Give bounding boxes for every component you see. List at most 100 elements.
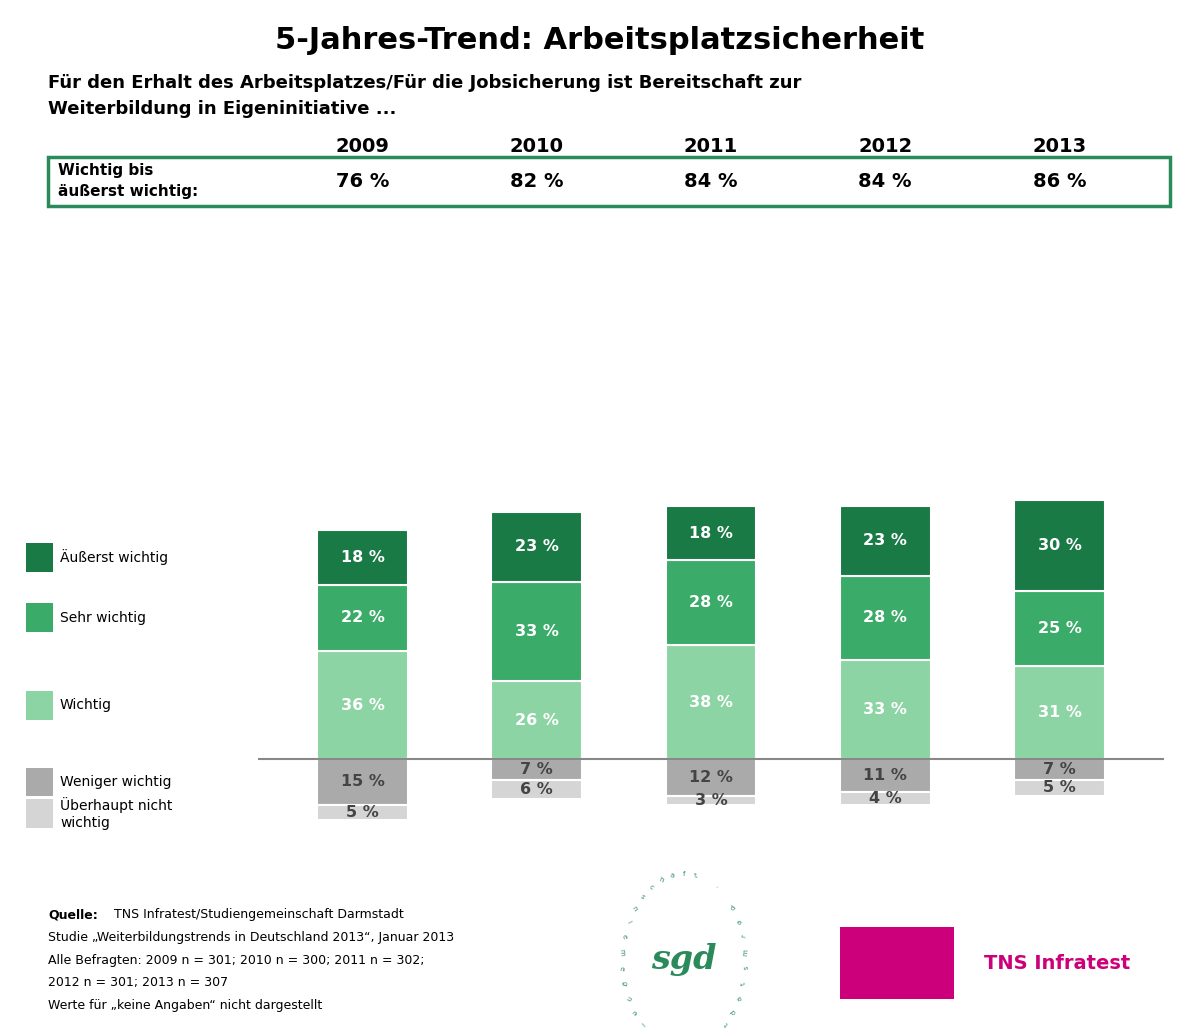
Bar — [666, 645, 756, 759]
Text: 15 %: 15 % — [341, 775, 384, 789]
Text: Alle Befragten: 2009 n = 301; 2010 n = 300; 2011 n = 302;: Alle Befragten: 2009 n = 301; 2010 n = 3… — [48, 954, 425, 967]
Text: 7 %: 7 % — [521, 762, 553, 778]
Text: n: n — [630, 904, 638, 912]
Text: Wichtig bis: Wichtig bis — [58, 164, 152, 178]
Text: 33 %: 33 % — [515, 624, 559, 639]
Text: 3 %: 3 % — [695, 792, 727, 808]
Text: Überhaupt nicht
wichtig: Überhaupt nicht wichtig — [60, 797, 173, 829]
Text: t: t — [724, 1020, 730, 1027]
Text: 2011: 2011 — [684, 137, 738, 156]
Bar — [840, 792, 930, 804]
Text: 18 %: 18 % — [341, 550, 384, 564]
Text: t: t — [694, 872, 697, 879]
Text: d: d — [730, 1008, 738, 1016]
Bar — [317, 651, 408, 759]
Text: 2010: 2010 — [510, 137, 564, 156]
Bar — [840, 506, 930, 576]
Text: i: i — [625, 920, 631, 924]
Text: 2012 n = 301; 2013 n = 307: 2012 n = 301; 2013 n = 307 — [48, 976, 228, 990]
Bar — [317, 759, 408, 804]
Text: 82 %: 82 % — [510, 172, 564, 191]
Text: ·: · — [714, 884, 719, 890]
Text: i: i — [640, 1021, 644, 1026]
Text: n: n — [624, 995, 632, 1001]
Text: Weiterbildung in Eigeninitiative ...: Weiterbildung in Eigeninitiative ... — [48, 100, 396, 117]
Text: Äußerst wichtig: Äußerst wichtig — [60, 549, 168, 565]
Text: d: d — [730, 904, 738, 912]
Text: 38 %: 38 % — [689, 694, 733, 710]
Text: Quelle:: Quelle: — [48, 908, 97, 922]
Text: 33 %: 33 % — [863, 702, 907, 717]
Bar — [317, 804, 408, 820]
Text: e: e — [630, 1008, 638, 1016]
Text: 5 %: 5 % — [1043, 781, 1076, 795]
Text: 6 %: 6 % — [521, 782, 553, 797]
Bar — [492, 681, 582, 759]
Text: 28 %: 28 % — [689, 595, 733, 610]
Bar — [666, 759, 756, 795]
Text: 36 %: 36 % — [341, 697, 384, 713]
Text: 23 %: 23 % — [863, 534, 907, 548]
Text: Werte für „keine Angaben“ nicht dargestellt: Werte für „keine Angaben“ nicht dargeste… — [48, 999, 323, 1012]
Text: 22 %: 22 % — [341, 610, 384, 625]
Text: 4 %: 4 % — [869, 791, 901, 806]
Text: äußerst wichtig:: äußerst wichtig: — [58, 184, 198, 199]
Text: Wichtig: Wichtig — [60, 698, 112, 712]
Text: Für den Erhalt des Arbeitsplatzes/Für die Jobsicherung ist Bereitschaft zur: Für den Erhalt des Arbeitsplatzes/Für di… — [48, 74, 802, 92]
Bar — [1014, 501, 1105, 590]
Text: Weniger wichtig: Weniger wichtig — [60, 775, 172, 789]
Bar — [840, 759, 930, 792]
Bar — [492, 512, 582, 582]
Text: 30 %: 30 % — [1038, 538, 1081, 553]
Bar — [840, 576, 930, 660]
Text: 5-Jahres-Trend: Arbeitsplatzsicherheit: 5-Jahres-Trend: Arbeitsplatzsicherheit — [275, 26, 925, 55]
Text: g: g — [620, 981, 628, 987]
Text: h: h — [659, 877, 665, 884]
Text: 76 %: 76 % — [336, 172, 389, 191]
Text: 2009: 2009 — [336, 137, 390, 156]
Text: f: f — [683, 871, 685, 878]
Bar — [1014, 781, 1105, 795]
Text: r: r — [740, 934, 748, 938]
Text: a: a — [737, 919, 744, 925]
Text: 11 %: 11 % — [863, 768, 907, 784]
Text: 84 %: 84 % — [858, 172, 912, 191]
Bar — [666, 795, 756, 804]
Text: 18 %: 18 % — [689, 525, 733, 541]
Text: m: m — [743, 949, 750, 956]
Bar — [317, 530, 408, 585]
Text: TNS Infratest: TNS Infratest — [984, 954, 1130, 972]
Text: s: s — [638, 893, 646, 900]
Text: t: t — [740, 982, 748, 986]
Bar — [840, 660, 930, 759]
Text: 28 %: 28 % — [863, 610, 907, 625]
Text: 26 %: 26 % — [515, 713, 559, 727]
Bar — [1014, 590, 1105, 666]
Text: s: s — [743, 966, 749, 970]
Bar — [1014, 759, 1105, 781]
Text: 5 %: 5 % — [346, 804, 379, 820]
Text: 31 %: 31 % — [1038, 706, 1081, 720]
Text: 12 %: 12 % — [689, 769, 733, 785]
Bar — [666, 560, 756, 645]
Text: m: m — [618, 949, 625, 956]
Text: 2013: 2013 — [1032, 137, 1086, 156]
Bar — [666, 506, 756, 560]
Text: a: a — [737, 995, 744, 1001]
Text: 2012: 2012 — [858, 137, 912, 156]
Text: sgd: sgd — [652, 943, 716, 976]
Text: Sehr wichtig: Sehr wichtig — [60, 611, 146, 624]
Text: TNS Infratest/Studiengemeinschaft Darmstadt: TNS Infratest/Studiengemeinschaft Darmst… — [110, 908, 404, 922]
Text: e: e — [620, 933, 628, 939]
Text: 84 %: 84 % — [684, 172, 738, 191]
Bar — [317, 585, 408, 651]
Text: 25 %: 25 % — [1038, 621, 1081, 636]
Bar — [492, 759, 582, 781]
Bar — [1014, 666, 1105, 759]
Text: 23 %: 23 % — [515, 540, 559, 554]
Bar — [492, 781, 582, 798]
Text: 7 %: 7 % — [1043, 762, 1076, 778]
Text: c: c — [648, 884, 654, 891]
Bar — [492, 582, 582, 681]
Text: e: e — [619, 965, 625, 970]
